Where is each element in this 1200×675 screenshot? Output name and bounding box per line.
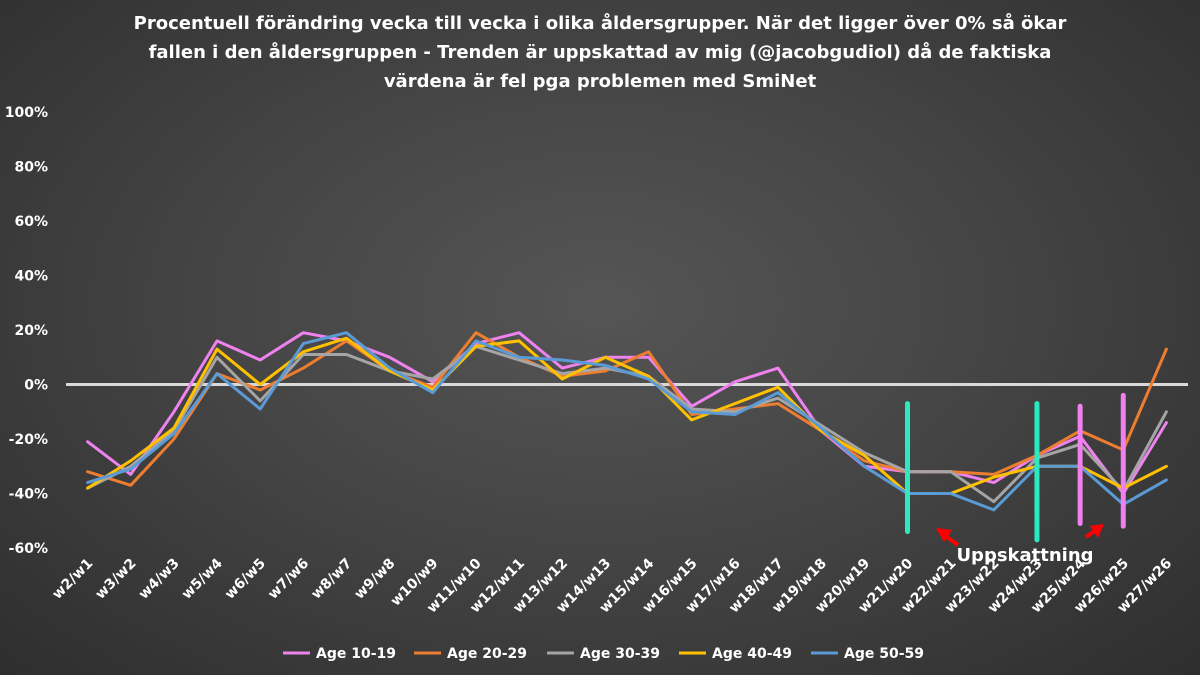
annotation-label: Uppskattning: [956, 545, 1093, 566]
x-tick-label: w5/w4: [179, 555, 226, 602]
x-tick-label: w6/w5: [222, 556, 269, 603]
y-tick-label: 100%: [5, 105, 48, 121]
legend-label-5: Age 50-59: [844, 646, 924, 662]
legend-label-1: Age 10-19: [316, 646, 396, 662]
y-tick-label: 60%: [14, 214, 48, 230]
chart-title-line-2: fallen i den åldersgruppen - Trenden är …: [149, 41, 1052, 63]
annotation-arrowhead-right: [1090, 524, 1104, 538]
legend-label-4: Age 40-49: [712, 646, 792, 662]
legend: Age 10-19 Age 20-29 Age 30-39 Age 40-49 Age …: [283, 646, 924, 662]
annotation-arrowhead-left: [936, 528, 952, 542]
series-line-4: [86, 336, 1168, 495]
y-tick-label: -40%: [9, 487, 48, 503]
series-lines: [86, 331, 1168, 512]
y-tick-label: -20%: [9, 432, 48, 448]
x-tick-label: w3/w2: [93, 556, 140, 603]
chart-title: Procentuell förändring vecka till vecka …: [134, 12, 1067, 92]
x-tick-label: w7/w6: [265, 556, 312, 603]
x-tick-label: w2/w1: [49, 556, 96, 603]
y-tick-label: -60%: [9, 541, 48, 557]
series-line-3: [86, 344, 1168, 504]
legend-label-3: Age 30-39: [580, 646, 660, 662]
chart-title-line-3: värdena är fel pga problemen med SmiNet: [384, 71, 817, 92]
annotation: Uppskattning: [936, 524, 1104, 566]
y-tick-label: 20%: [14, 323, 48, 339]
y-axis-ticks: -60% -40% -20% 0% 20% 40% 60% 80% 100%: [5, 105, 48, 557]
x-tick-label: w8/w7: [308, 556, 355, 603]
x-tick-label: w4/w3: [136, 556, 183, 603]
estimate-markers: [905, 392, 1126, 543]
y-tick-label: 80%: [14, 160, 48, 176]
series-line-2: [86, 331, 1168, 487]
y-tick-label: 40%: [14, 269, 48, 285]
series-line-5: [86, 331, 1168, 512]
legend-label-2: Age 20-29: [447, 646, 527, 662]
chart-title-line-1: Procentuell förändring vecka till vecka …: [134, 12, 1067, 34]
y-tick-label: 0%: [24, 378, 48, 394]
